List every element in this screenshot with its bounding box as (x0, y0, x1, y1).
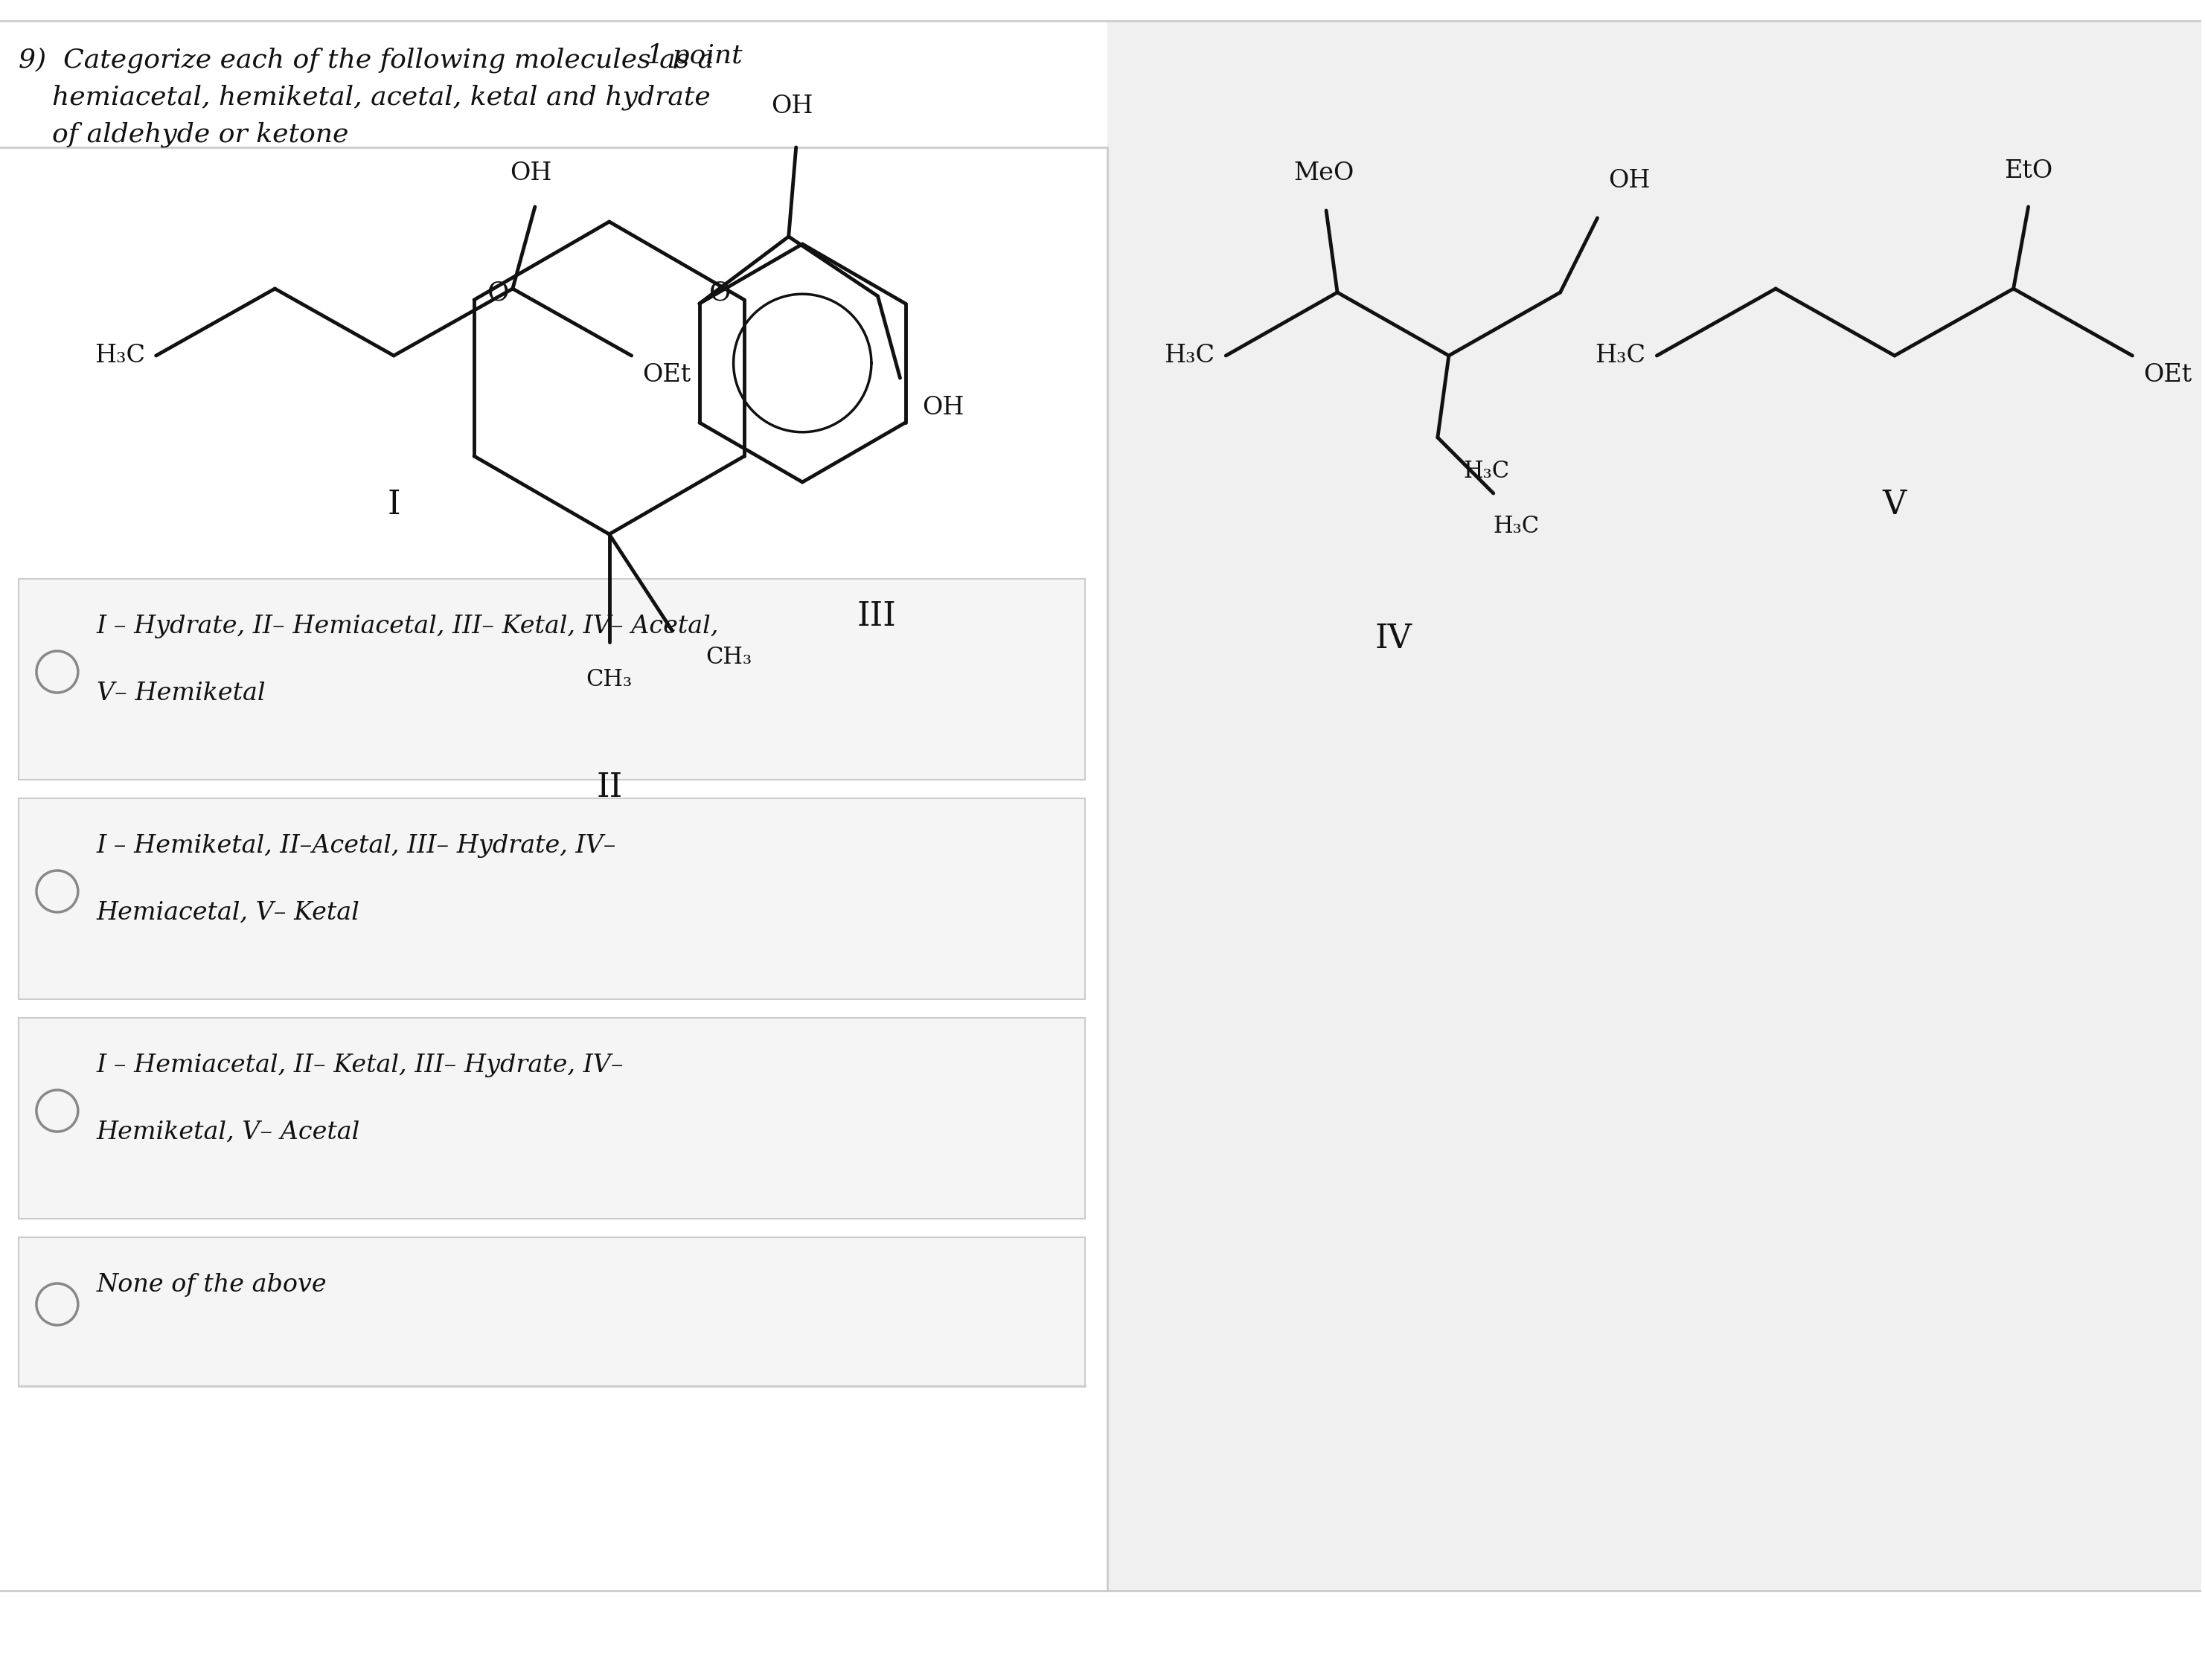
Text: OH: OH (1607, 170, 1652, 193)
Text: O: O (487, 281, 509, 306)
Text: I – Hemiketal, II–Acetal, III– Hydrate, IV–: I – Hemiketal, II–Acetal, III– Hydrate, … (97, 833, 617, 858)
Text: V: V (1883, 489, 1907, 521)
Text: hemiacetal, hemiketal, acetal, ketal and hydrate: hemiacetal, hemiketal, acetal, ketal and… (53, 84, 710, 109)
Text: Hemiketal, V– Acetal: Hemiketal, V– Acetal (97, 1121, 359, 1144)
FancyBboxPatch shape (18, 1018, 1085, 1218)
Text: 9)  Categorize each of the following molecules as a: 9) Categorize each of the following mole… (18, 47, 714, 72)
Bar (1107, 148, 2201, 1591)
Text: EtO: EtO (2004, 160, 2053, 183)
Text: OEt: OEt (2143, 363, 2192, 386)
Text: O: O (710, 281, 732, 306)
Text: III: III (858, 600, 897, 632)
FancyBboxPatch shape (18, 798, 1085, 1000)
Text: I: I (388, 489, 401, 521)
Text: OEt: OEt (642, 363, 690, 386)
Text: H₃C: H₃C (95, 344, 146, 368)
Text: MeO: MeO (1294, 161, 1354, 185)
Text: None of the above: None of the above (97, 1273, 326, 1297)
Text: H₃C: H₃C (1164, 344, 1215, 368)
Text: 1 point: 1 point (646, 44, 743, 69)
Text: Hemiacetal, V– Ketal: Hemiacetal, V– Ketal (97, 900, 359, 924)
Text: IV: IV (1374, 622, 1411, 655)
Text: CH₃: CH₃ (587, 667, 633, 690)
Text: H₃C: H₃C (1493, 516, 1539, 538)
FancyBboxPatch shape (18, 1236, 1085, 1386)
Text: H₃C: H₃C (1464, 459, 1510, 482)
Text: I – Hydrate, II– Hemiacetal, III– Ketal, IV– Acetal,: I – Hydrate, II– Hemiacetal, III– Ketal,… (97, 615, 719, 638)
Text: of aldehyde or ketone: of aldehyde or ketone (53, 121, 348, 146)
Text: CH₃: CH₃ (706, 645, 752, 669)
Text: I – Hemiacetal, II– Ketal, III– Hydrate, IV–: I – Hemiacetal, II– Ketal, III– Hydrate,… (97, 1053, 624, 1077)
FancyBboxPatch shape (18, 580, 1085, 780)
Text: H₃C: H₃C (1594, 344, 1645, 368)
Text: V– Hemiketal: V– Hemiketal (97, 682, 265, 706)
Text: II: II (595, 771, 622, 803)
Text: OH: OH (509, 161, 551, 185)
Text: OH: OH (772, 94, 814, 118)
Bar (1107, 20, 2201, 148)
Text: OH: OH (922, 396, 964, 420)
